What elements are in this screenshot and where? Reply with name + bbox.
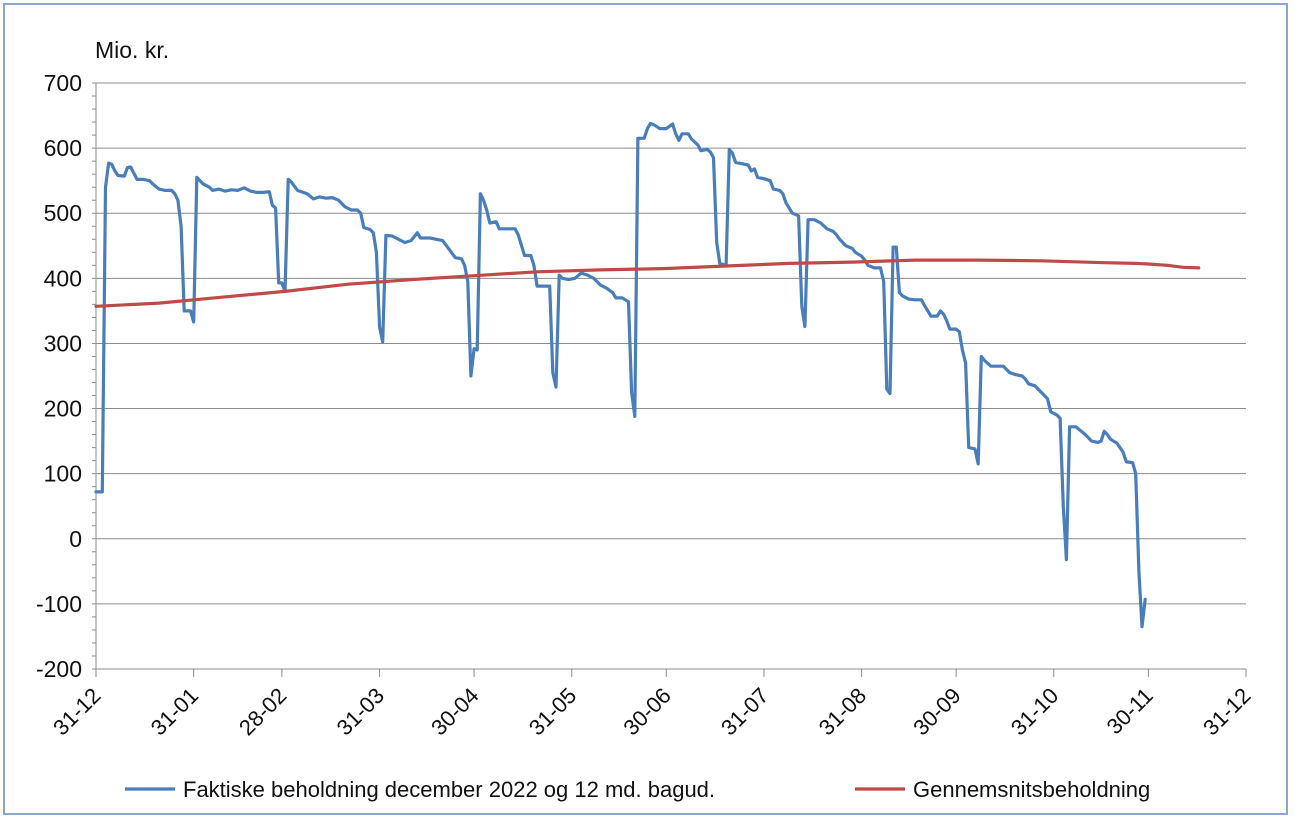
x-tick-label: 31-03 (332, 683, 389, 740)
legend-label: Faktiske beholdning december 2022 og 12 … (183, 777, 715, 802)
x-tick-label: 31-08 (814, 683, 871, 740)
y-axis-ticks: 700 600 500 400 300 200 100 0 -100 -200 (36, 70, 82, 682)
y-tick-label: 400 (44, 265, 82, 291)
y-tick-label: 700 (44, 70, 82, 96)
x-tick-label: 31-12 (1198, 683, 1255, 740)
y-tick-label: 300 (44, 330, 82, 356)
y-axis-unit-label: Mio. kr. (95, 37, 169, 63)
series-line-gennemsnitsbeholdning (94, 258, 1201, 308)
series-lines (94, 121, 1201, 629)
x-tick-label: 28-02 (234, 683, 291, 740)
x-tick-label: 30-09 (908, 683, 965, 740)
legend-label: Gennemsnitsbeholdning (913, 777, 1150, 802)
x-tick-label: 30-04 (426, 683, 483, 740)
y-axis-minor-ticks (92, 82, 96, 670)
y-tick-label: -100 (36, 591, 82, 617)
y-tick-label: 600 (44, 135, 82, 161)
x-tick-label: 30-11 (1102, 683, 1158, 739)
legend: Faktiske beholdning december 2022 og 12 … (125, 777, 1150, 802)
x-tick-label: 31-07 (716, 683, 773, 740)
x-axis-ticks: 31-12 31-01 28-02 31-03 30-04 31-05 30-06 31-07… (48, 669, 1256, 740)
x-tick-label: 30-06 (618, 683, 675, 740)
x-tick-label: 31-05 (524, 683, 581, 740)
gridlines (92, 82, 1246, 670)
series-line-faktiske-beholdning-december-2022-og-12-md-bagud (94, 121, 1147, 629)
x-tick-label: 31-01 (146, 683, 203, 740)
x-tick-label: 31-10 (1006, 683, 1063, 740)
y-tick-label: 500 (44, 200, 82, 226)
x-tick-label: 31-12 (48, 683, 105, 740)
y-tick-label: 100 (44, 461, 82, 487)
y-tick-label: 0 (69, 526, 82, 552)
y-tick-label: 200 (44, 396, 82, 422)
y-tick-label: -200 (36, 656, 82, 682)
